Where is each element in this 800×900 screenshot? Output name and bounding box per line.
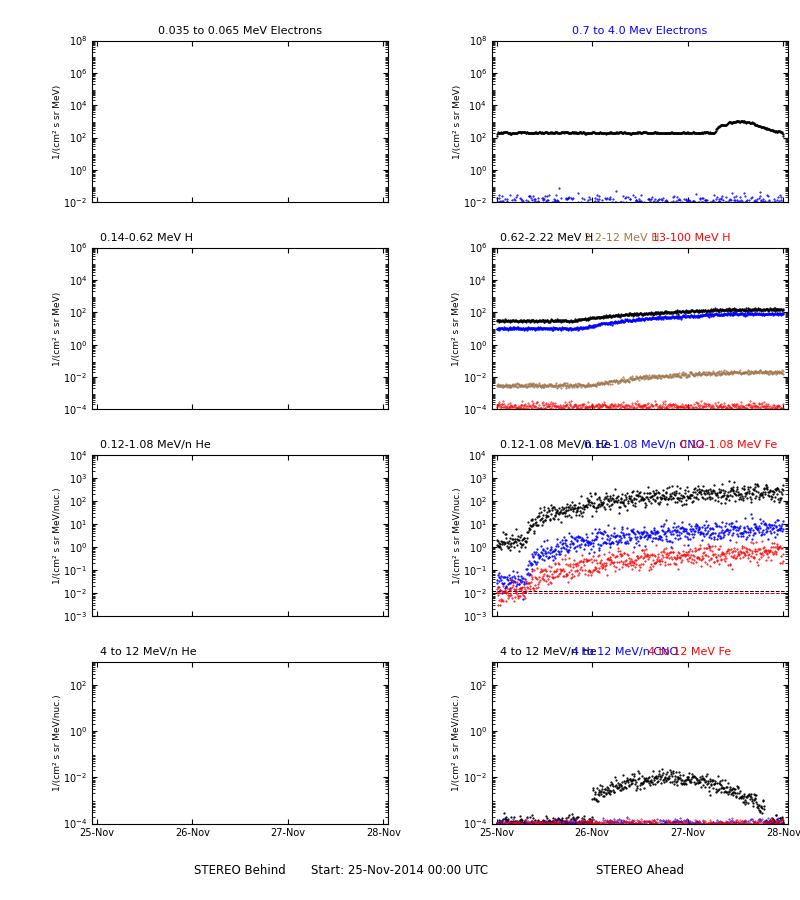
Text: 4 to 12 MeV/n CNO: 4 to 12 MeV/n CNO — [572, 647, 678, 657]
Text: 0.12-1.08 MeV/n He: 0.12-1.08 MeV/n He — [500, 440, 610, 450]
Y-axis label: 1/(cm² s sr MeV): 1/(cm² s sr MeV) — [53, 292, 62, 365]
Text: STEREO Behind: STEREO Behind — [194, 864, 286, 877]
Text: 4 to 12 MeV/n He: 4 to 12 MeV/n He — [500, 647, 597, 657]
Text: 4 to 12 MeV Fe: 4 to 12 MeV Fe — [648, 647, 731, 657]
Text: Start: 25-Nov-2014 00:00 UTC: Start: 25-Nov-2014 00:00 UTC — [311, 864, 489, 877]
Text: 0.12-1.08 MeV/n CNO: 0.12-1.08 MeV/n CNO — [584, 440, 704, 450]
Text: 2.2-12 MeV H: 2.2-12 MeV H — [584, 233, 659, 243]
Text: 0.12-1.08 MeV Fe: 0.12-1.08 MeV Fe — [680, 440, 777, 450]
Text: 13-100 MeV H: 13-100 MeV H — [652, 233, 730, 243]
Y-axis label: 1/(cm² s sr MeV): 1/(cm² s sr MeV) — [53, 85, 62, 158]
Text: STEREO Ahead: STEREO Ahead — [596, 864, 684, 877]
Text: 0.035 to 0.065 MeV Electrons: 0.035 to 0.065 MeV Electrons — [158, 26, 322, 36]
Y-axis label: 1/(cm² s sr MeV/nuc.): 1/(cm² s sr MeV/nuc.) — [453, 487, 462, 584]
Text: 0.12-1.08 MeV/n He: 0.12-1.08 MeV/n He — [100, 440, 210, 450]
Y-axis label: 1/(cm² s sr MeV/nuc.): 1/(cm² s sr MeV/nuc.) — [452, 694, 462, 791]
Text: 0.62-2.22 MeV H: 0.62-2.22 MeV H — [500, 233, 593, 243]
Text: 0.7 to 4.0 Mev Electrons: 0.7 to 4.0 Mev Electrons — [572, 26, 707, 36]
Y-axis label: 1/(cm² s sr MeV): 1/(cm² s sr MeV) — [452, 292, 462, 365]
Y-axis label: 1/(cm² s sr MeV): 1/(cm² s sr MeV) — [453, 85, 462, 158]
Text: 4 to 12 MeV/n He: 4 to 12 MeV/n He — [100, 647, 197, 657]
Y-axis label: 1/(cm² s sr MeV/nuc.): 1/(cm² s sr MeV/nuc.) — [53, 694, 62, 791]
Text: 0.14-0.62 MeV H: 0.14-0.62 MeV H — [100, 233, 193, 243]
Y-axis label: 1/(cm² s sr MeV/nuc.): 1/(cm² s sr MeV/nuc.) — [53, 487, 62, 584]
